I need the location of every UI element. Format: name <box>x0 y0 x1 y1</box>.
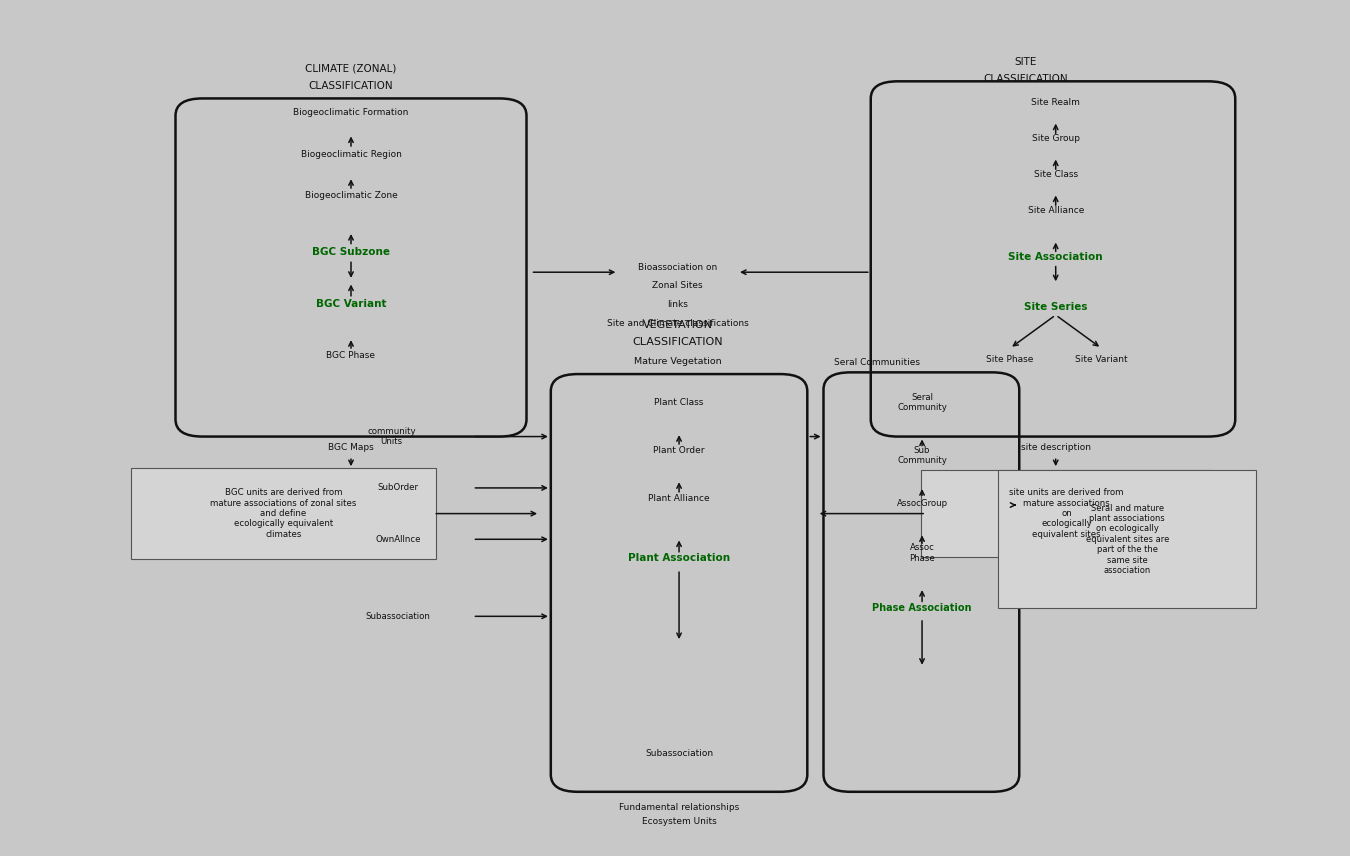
Text: BGC Subzone: BGC Subzone <box>312 247 390 257</box>
Text: Assoc
Phase: Assoc Phase <box>909 544 936 562</box>
Text: site description: site description <box>1021 443 1091 452</box>
Text: Site Alliance: Site Alliance <box>1027 206 1084 215</box>
Text: BGC units are derived from
mature associations of zonal sites
and define
ecologi: BGC units are derived from mature associ… <box>211 488 356 539</box>
Text: Seral Communities: Seral Communities <box>834 358 921 366</box>
Text: community
Units: community Units <box>367 427 416 446</box>
Text: Plant Association: Plant Association <box>628 553 730 563</box>
Text: Plant Class: Plant Class <box>655 398 703 407</box>
Text: Plant Alliance: Plant Alliance <box>648 494 710 502</box>
Text: Subassociation: Subassociation <box>645 749 713 758</box>
Text: Ecosystem Units: Ecosystem Units <box>641 817 717 826</box>
Text: BGC Maps: BGC Maps <box>328 443 374 452</box>
Text: Seral and mature
plant associations
on ecologically
equivalent sites are
part of: Seral and mature plant associations on e… <box>1085 503 1169 575</box>
Text: Site Class: Site Class <box>1034 170 1077 179</box>
Text: Fundamental relationships: Fundamental relationships <box>618 803 740 811</box>
FancyBboxPatch shape <box>921 471 1212 557</box>
Text: Site Group: Site Group <box>1031 134 1080 143</box>
Text: Biogeoclimatic Zone: Biogeoclimatic Zone <box>305 191 397 199</box>
Text: BGC Variant: BGC Variant <box>316 299 386 309</box>
Text: Sub
Community: Sub Community <box>898 446 946 465</box>
Text: SITE: SITE <box>1015 56 1037 67</box>
Text: VEGETATION: VEGETATION <box>643 320 713 330</box>
Text: CLASSIFICATION: CLASSIFICATION <box>309 80 393 91</box>
Text: CLASSIFICATION: CLASSIFICATION <box>984 74 1068 84</box>
Text: Subassociation: Subassociation <box>366 612 431 621</box>
Text: links: links <box>667 300 688 309</box>
Text: CLIMATE (ZONAL): CLIMATE (ZONAL) <box>305 63 397 74</box>
Text: site units are derived from
mature associations
on
ecologically
equivalent sites: site units are derived from mature assoc… <box>1010 488 1123 539</box>
Text: Biogeoclimatic Region: Biogeoclimatic Region <box>301 150 401 158</box>
Text: Phase Association: Phase Association <box>872 603 972 613</box>
FancyBboxPatch shape <box>998 471 1256 608</box>
Text: SubOrder: SubOrder <box>378 484 418 492</box>
Text: CLASSIFICATION: CLASSIFICATION <box>632 337 724 348</box>
Text: Mature Vegetation: Mature Vegetation <box>634 357 721 366</box>
Text: Plant Order: Plant Order <box>653 446 705 455</box>
Text: Site Phase: Site Phase <box>986 355 1034 364</box>
Text: Site Variant: Site Variant <box>1076 355 1127 364</box>
Text: Site and Climate classifications: Site and Climate classifications <box>608 319 748 328</box>
Text: Site Association: Site Association <box>1008 252 1103 262</box>
Text: AssocGroup: AssocGroup <box>896 499 948 508</box>
Text: Bioassociation on: Bioassociation on <box>639 263 717 271</box>
Text: BGC Phase: BGC Phase <box>327 351 375 360</box>
Text: Site Series: Site Series <box>1023 302 1088 312</box>
Text: Seral
Community: Seral Community <box>898 393 946 412</box>
Text: Zonal Sites: Zonal Sites <box>652 282 703 290</box>
Text: Biogeoclimatic Formation: Biogeoclimatic Formation <box>293 109 409 117</box>
Text: Site Realm: Site Realm <box>1031 98 1080 107</box>
Text: OwnAllnce: OwnAllnce <box>375 535 421 544</box>
FancyBboxPatch shape <box>131 468 436 559</box>
